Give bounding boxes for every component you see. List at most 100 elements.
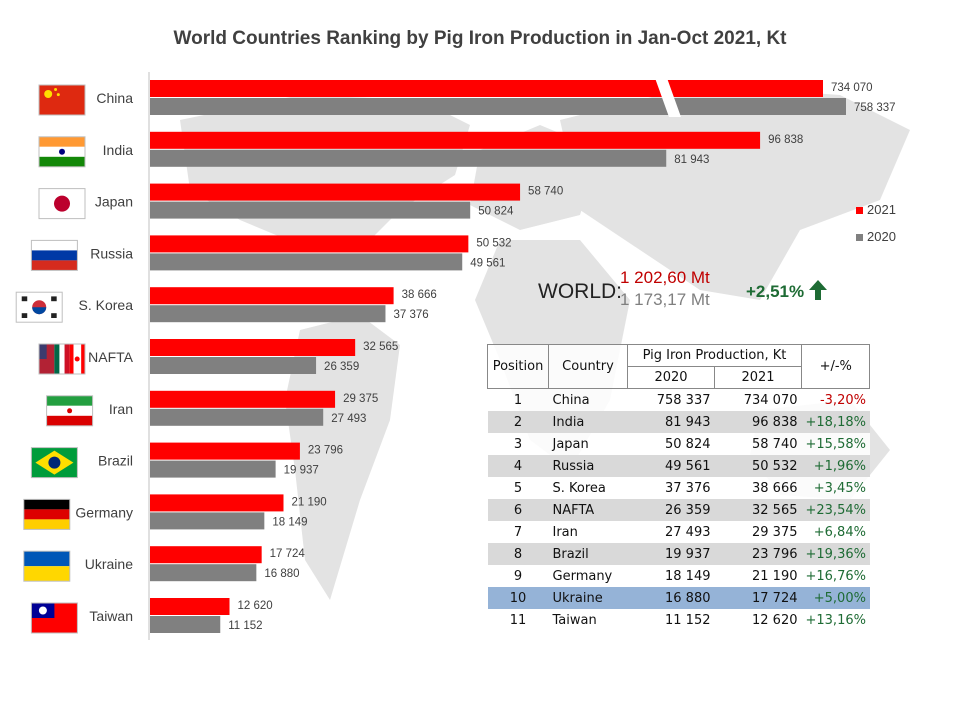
bar-2020 — [150, 460, 276, 478]
cell-position: 10 — [487, 587, 549, 609]
data-label-2020: 18 149 — [272, 516, 307, 528]
header-position: Position — [487, 344, 549, 389]
cell-country: Russia — [548, 455, 628, 477]
world-value-2020: 1 173,17 Mt — [620, 290, 710, 309]
bar-2021 — [150, 183, 521, 201]
map-landmass — [285, 315, 400, 600]
flag-south-korea-icon — [15, 291, 63, 323]
category-label: India — [103, 142, 134, 158]
bar-2021 — [150, 339, 356, 356]
category-label: NAFTA — [88, 349, 134, 365]
chart-title: World Countries Ranking by Pig Iron Prod… — [173, 28, 787, 49]
data-label-2020: 19 937 — [284, 465, 319, 477]
cell-2020: 27 493 — [665, 524, 711, 540]
header-2021: 2021 — [714, 366, 802, 389]
bar-2021 — [150, 287, 394, 305]
bar-2021 — [150, 390, 336, 408]
bar-2021 — [150, 235, 469, 253]
category-label: Ukraine — [85, 556, 133, 572]
flag-iran-icon — [46, 395, 94, 427]
cell-country: Taiwan — [552, 612, 597, 628]
data-label-2020: 11 152 — [228, 620, 262, 632]
cell-country: Brazil — [548, 543, 628, 565]
world-change-value: +2,51% — [746, 282, 805, 301]
up-arrow-icon — [808, 280, 827, 300]
bar-2020 — [150, 357, 317, 374]
category-label: Brazil — [98, 453, 133, 469]
map-landmass — [180, 95, 470, 250]
header-production: Pig Iron Production, Kt — [627, 344, 802, 367]
cell-2021: 32 565 — [714, 499, 802, 521]
world-summary: WORLD: 1 202,60 Mt 1 173,17 Mt — [538, 268, 778, 318]
data-label-2020: 50 824 — [478, 206, 514, 218]
world-value-2021: 1 202,60 Mt — [620, 268, 710, 287]
table-body: 1 China 758 337 734 070 -3,20% 2 India 81 943 96… — [487, 389, 870, 632]
data-label-2021: 50 532 — [476, 237, 511, 249]
cell-country: NAFTA — [548, 499, 628, 521]
cell-2021: 38 666 — [752, 480, 798, 496]
table-row: 11 Taiwan 11 152 12 620 +13,16% — [488, 609, 870, 631]
cell-position: 4 — [487, 455, 549, 477]
bar-2020 — [150, 201, 471, 219]
cell-change: +6,84% — [813, 524, 866, 540]
data-label-2021: 29 375 — [343, 393, 378, 405]
header-2020: 2020 — [627, 366, 715, 389]
flag-germany-icon — [23, 498, 71, 530]
cell-2020: 19 937 — [627, 543, 715, 565]
cell-2021: 12 620 — [752, 612, 798, 628]
cell-country: Japan — [552, 436, 589, 452]
bar-2021 — [150, 494, 284, 512]
cell-change: +13,16% — [805, 612, 866, 628]
cell-2020: 26 359 — [627, 499, 715, 521]
bar-2021 — [150, 546, 262, 564]
cell-2021: 50 532 — [714, 455, 802, 477]
data-label-2020: 16 880 — [264, 568, 299, 580]
cell-2021: 23 796 — [714, 543, 802, 565]
cell-position: 11 — [509, 612, 527, 628]
data-label-2020: 49 561 — [470, 257, 505, 269]
world-label: WORLD: — [538, 280, 622, 303]
bar-2020 — [150, 149, 667, 167]
table-row: 2 India 81 943 96 838 +18,18% — [487, 411, 870, 433]
cell-position: 1 — [513, 392, 523, 408]
bar-2020 — [150, 253, 463, 271]
cell-2021: 29 375 — [752, 524, 798, 540]
cell-change: +19,36% — [801, 543, 870, 565]
cell-change: +18,18% — [801, 411, 870, 433]
header-country: Country — [548, 344, 628, 389]
table-row: 5 S. Korea 37 376 38 666 +3,45% — [488, 477, 870, 499]
data-label-2021: 32 565 — [363, 341, 398, 353]
table-row: 10 Ukraine 16 880 17 724 +5,00% — [487, 587, 870, 609]
data-label-2021: 96 838 — [768, 134, 803, 146]
legend-swatch-2021 — [856, 207, 863, 214]
data-label-2020: 27 493 — [331, 413, 366, 425]
header-change: +/-% — [800, 344, 871, 389]
cell-change: +5,00% — [801, 587, 870, 609]
table-row: 9 Germany 18 149 21 190 +16,76% — [488, 565, 870, 587]
bar-2020 — [150, 616, 221, 633]
cell-2020: 37 376 — [665, 480, 711, 496]
category-label: Japan — [95, 194, 133, 210]
data-label-2021: 17 724 — [270, 548, 306, 560]
cell-position: 7 — [513, 524, 523, 540]
cell-country: Ukraine — [548, 587, 628, 609]
bar-2020 — [150, 512, 265, 530]
cell-position: 8 — [487, 543, 549, 565]
cell-change: +23,54% — [801, 499, 870, 521]
cell-2021: 17 724 — [714, 587, 802, 609]
bar-2020 — [150, 98, 846, 115]
cell-country: Iran — [552, 524, 578, 540]
category-label: Iran — [109, 401, 133, 417]
bar-2021 — [150, 80, 823, 97]
flag-russia-icon — [30, 239, 78, 271]
cell-position: 5 — [513, 480, 523, 496]
table-row: 3 Japan 50 824 58 740 +15,58% — [488, 433, 870, 455]
cell-position: 2 — [487, 411, 549, 433]
table-row: 1 China 758 337 734 070 -3,20% — [488, 389, 870, 412]
data-label-2021: 21 190 — [291, 496, 326, 508]
flag-china-icon — [38, 84, 86, 116]
bar-2021 — [150, 131, 761, 149]
cell-2020: 50 824 — [665, 436, 711, 452]
bar-2020 — [150, 305, 386, 323]
category-label: S. Korea — [79, 297, 134, 313]
